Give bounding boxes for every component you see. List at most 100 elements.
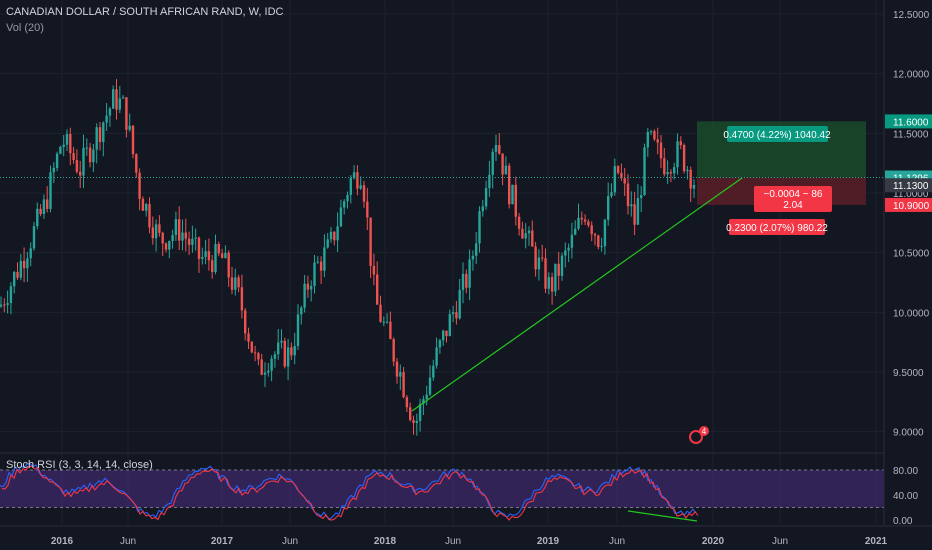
candle-body bbox=[382, 321, 385, 323]
x-tick-label: 2020 bbox=[702, 536, 725, 547]
candle-body bbox=[385, 321, 389, 323]
price-tag: 11.6000 bbox=[893, 117, 929, 128]
candle-body bbox=[293, 346, 296, 356]
candle-body bbox=[92, 149, 95, 163]
y-tick-label: 9.5000 bbox=[893, 368, 924, 379]
candle-body bbox=[39, 208, 42, 215]
candle-body bbox=[445, 330, 448, 337]
candle-body bbox=[88, 147, 92, 163]
candle-body bbox=[494, 145, 498, 152]
candle-body bbox=[115, 89, 118, 110]
candle-body bbox=[42, 199, 46, 215]
candle-body bbox=[250, 341, 253, 353]
y-tick-label: 9.0000 bbox=[893, 428, 924, 439]
candle-body bbox=[531, 230, 534, 247]
y-tick-label: 10.5000 bbox=[893, 249, 930, 260]
loss-label-box bbox=[729, 219, 825, 235]
candle-body bbox=[402, 372, 405, 398]
candle-body bbox=[442, 330, 445, 341]
candle-body bbox=[428, 377, 432, 395]
candle-body bbox=[95, 127, 98, 150]
candle-body bbox=[451, 312, 455, 315]
candle-body bbox=[112, 89, 115, 109]
candle-body bbox=[593, 234, 597, 236]
candle-body bbox=[550, 277, 554, 292]
price-tag: 11.1300 bbox=[893, 181, 929, 192]
candle-body bbox=[55, 153, 59, 168]
candle-body bbox=[336, 226, 339, 241]
candle-body bbox=[257, 353, 260, 360]
candle-body bbox=[184, 232, 187, 239]
candle-body bbox=[409, 407, 412, 421]
candle-body bbox=[359, 185, 362, 189]
candle-body bbox=[220, 253, 224, 259]
candle-body bbox=[296, 314, 300, 347]
candle-body bbox=[461, 273, 465, 290]
candle-body bbox=[484, 188, 488, 207]
candle-body bbox=[570, 234, 574, 248]
candle-body bbox=[46, 199, 49, 209]
candle-body bbox=[415, 420, 418, 423]
candle-body bbox=[488, 174, 491, 189]
price-tag-box bbox=[885, 197, 932, 212]
candle-body bbox=[263, 372, 267, 375]
candle-body bbox=[267, 370, 270, 373]
x-tick-label: 2018 bbox=[374, 536, 397, 547]
candle-body bbox=[626, 183, 630, 207]
event-badge-count: 4 bbox=[702, 427, 707, 436]
candle-body bbox=[59, 146, 62, 154]
candle-body bbox=[161, 232, 164, 244]
candle-body bbox=[590, 225, 593, 235]
candle-body bbox=[191, 238, 194, 245]
candle-body bbox=[171, 235, 174, 242]
candle-body bbox=[537, 257, 541, 270]
candle-body bbox=[240, 287, 244, 311]
candle-body bbox=[230, 277, 234, 290]
loss-label: 0.2300 (2.07%) 980.22 bbox=[726, 223, 828, 234]
candle-body bbox=[204, 251, 207, 257]
candle-body bbox=[567, 247, 570, 251]
price-tag: 10.9000 bbox=[893, 201, 930, 212]
profit-label: 0.4700 (4.22%) 1040.42 bbox=[723, 130, 831, 141]
candle-body bbox=[521, 228, 524, 239]
candle-body bbox=[659, 142, 663, 159]
candle-body bbox=[145, 204, 148, 211]
candle-body bbox=[395, 361, 399, 377]
price-tag-box bbox=[885, 114, 932, 129]
candle-body bbox=[247, 333, 250, 342]
candle-body bbox=[577, 217, 580, 229]
candle-body bbox=[313, 262, 316, 286]
candle-body bbox=[399, 372, 402, 377]
candle-body bbox=[630, 204, 633, 207]
candle-body bbox=[214, 244, 217, 273]
candle-body bbox=[333, 231, 336, 241]
candle-body bbox=[346, 194, 349, 202]
candle-body bbox=[468, 259, 471, 288]
stoch-rsi-pane bbox=[0, 463, 884, 522]
candle-body bbox=[686, 169, 689, 172]
candle-body bbox=[623, 178, 626, 184]
candle-body bbox=[72, 153, 75, 160]
grid bbox=[0, 0, 884, 525]
candle-body bbox=[16, 272, 19, 278]
candle-body bbox=[82, 147, 85, 176]
candle-body bbox=[98, 127, 102, 143]
candle-body bbox=[52, 167, 55, 173]
candle-body bbox=[418, 403, 422, 421]
candle-body bbox=[128, 125, 131, 130]
candle-body bbox=[217, 244, 220, 254]
event-badge-dot bbox=[699, 426, 709, 436]
candle-body bbox=[154, 224, 158, 239]
candle-body bbox=[369, 217, 372, 266]
candle-body bbox=[379, 304, 382, 322]
candle-body bbox=[319, 261, 323, 271]
candle-body bbox=[620, 172, 623, 179]
x-tick-label: 2017 bbox=[211, 536, 234, 547]
candle-body bbox=[392, 339, 395, 362]
candle-body bbox=[125, 97, 128, 130]
candle-body bbox=[603, 219, 607, 247]
candle-body bbox=[29, 248, 32, 259]
candle-body bbox=[435, 347, 438, 366]
candle-body bbox=[135, 154, 138, 173]
